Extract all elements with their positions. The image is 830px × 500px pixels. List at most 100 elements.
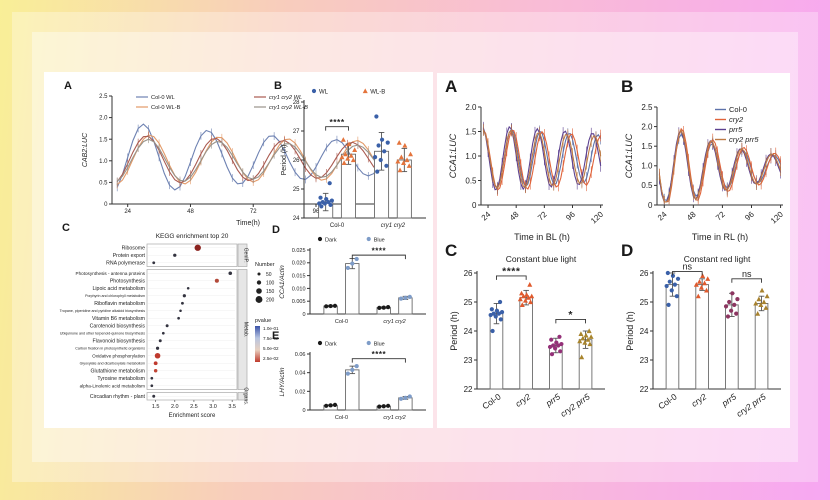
svg-text:0.06: 0.06 <box>295 352 306 358</box>
svg-text:CCA1:LUC: CCA1:LUC <box>448 133 458 178</box>
svg-text:25: 25 <box>293 187 300 193</box>
panel-label-c: C <box>62 222 70 234</box>
svg-text:Time in BL (h): Time in BL (h) <box>514 232 570 242</box>
lhy-expression-bar-chart-svg: 0 0.02 0.04 0.06 LHY/Actin Col-0 cry1 cry2 Dark… <box>279 340 426 421</box>
svg-text:cry2: cry2 <box>729 115 744 124</box>
panel-label-a: A <box>445 77 458 96</box>
panel-label-e: E <box>272 330 280 342</box>
svg-text:0.015: 0.015 <box>292 274 306 280</box>
panel-label-a: A <box>64 80 72 92</box>
panel-label-c: C <box>445 241 458 260</box>
svg-text:96: 96 <box>564 209 577 222</box>
svg-text:cry1 cry2: cry1 cry2 <box>381 223 406 229</box>
svg-text:ns: ns <box>683 262 693 272</box>
svg-text:Col-0 WL-B: Col-0 WL-B <box>151 105 181 111</box>
svg-text:Dark: Dark <box>325 237 337 243</box>
svg-text:0: 0 <box>302 408 305 414</box>
svg-text:Tyrosine metabolism: Tyrosine metabolism <box>97 376 145 382</box>
svg-text:25: 25 <box>640 298 649 307</box>
right-figure-panel: A B C D 0 0.5 1.0 1.5 2.0 24 48 72 96 120 Time in … <box>437 73 790 428</box>
svg-text:2.0: 2.0 <box>171 404 179 410</box>
svg-text:72: 72 <box>714 209 727 222</box>
svg-text:Dark: Dark <box>325 341 337 347</box>
svg-text:Period (h): Period (h) <box>625 311 635 351</box>
svg-text:0.010: 0.010 <box>292 286 306 292</box>
svg-text:0.020: 0.020 <box>292 261 306 267</box>
svg-text:Photosynthesis: Photosynthesis <box>110 279 146 285</box>
svg-text:0: 0 <box>104 202 108 208</box>
svg-text:22: 22 <box>640 385 649 394</box>
svg-text:Blue: Blue <box>374 341 385 347</box>
svg-text:****: **** <box>372 247 387 256</box>
svg-text:cry2 prr5: cry2 prr5 <box>729 135 759 144</box>
kegg-enrichment-dot-plot: KEGG enrichment top 20 GenIP. Ribosome Prot… <box>50 230 294 422</box>
svg-text:Metab.: Metab. <box>242 322 248 337</box>
svg-text:96: 96 <box>313 209 320 215</box>
svg-text:50: 50 <box>266 272 272 278</box>
svg-text:Col-0: Col-0 <box>480 391 503 411</box>
svg-text:Glutathione metabolism: Glutathione metabolism <box>91 369 146 375</box>
svg-text:Blue: Blue <box>374 237 385 243</box>
svg-text:Lipoic acid metabolism: Lipoic acid metabolism <box>93 286 145 292</box>
period-red-light-bar-chart: 22 23 24 25 26 Period (h) Constant red light Co… <box>625 251 785 423</box>
svg-text:Col-0: Col-0 <box>729 105 747 114</box>
svg-text:pvalue: pvalue <box>255 318 271 324</box>
svg-text:26: 26 <box>293 158 300 164</box>
svg-text:1.5: 1.5 <box>152 404 160 410</box>
svg-text:22: 22 <box>464 385 473 394</box>
svg-text:Carotenoid biosynthesis: Carotenoid biosynthesis <box>90 324 146 330</box>
cca1-expression-bar-chart: 0 0.005 0.010 0.015 0.020 0.025 CCA1/Actin Col-… <box>276 232 430 330</box>
svg-text:5.0e-02: 5.0e-02 <box>263 346 279 351</box>
period-white-light-bar-chart-svg: 24 25 26 27 28 Period (h) Col-0 cry1 cry2 WL WL-B… <box>281 88 426 229</box>
svg-text:1.0: 1.0 <box>465 152 477 161</box>
period-blue-light-bar-chart: 22 23 24 25 26 Period (h) Constant blue light C… <box>449 251 609 423</box>
svg-text:Col-0: Col-0 <box>335 415 348 421</box>
svg-text:alpha-Linolenic acid metabolis: alpha-Linolenic acid metabolism <box>80 383 146 388</box>
svg-text:CCA1/Actin: CCA1/Actin <box>279 265 286 299</box>
svg-text:150: 150 <box>266 289 275 295</box>
cca1-luc-red-light-line-chart-svg: 0 0.5 1.0 1.5 2.0 2.5 24 48 72 96 120 Time in RL (h… <box>624 103 785 242</box>
svg-text:Ubiquinone and other terpenoid: Ubiquinone and other terpenoid-quinone b… <box>60 332 145 336</box>
kegg-enrichment-dot-plot-svg: KEGG enrichment top 20 GenIP. RibosomeProt… <box>60 233 279 419</box>
svg-text:0: 0 <box>472 201 477 210</box>
svg-text:Period (h): Period (h) <box>449 311 459 351</box>
svg-text:72: 72 <box>536 209 549 222</box>
svg-text:27: 27 <box>293 129 300 135</box>
svg-text:23: 23 <box>640 356 649 365</box>
svg-text:2.0: 2.0 <box>465 103 477 112</box>
period-white-light-bar-chart: 24 25 26 27 28 Period (h) Col-0 cry1 cry2 WL WL-B… <box>278 84 430 234</box>
svg-text:prr5: prr5 <box>728 125 743 134</box>
svg-text:24: 24 <box>640 327 649 336</box>
svg-text:Glyoxylate and dicarboxylate m: Glyoxylate and dicarboxylate metabolism <box>80 362 145 366</box>
svg-text:Time in RL (h): Time in RL (h) <box>692 232 748 242</box>
svg-text:cry2 prr5: cry2 prr5 <box>734 391 767 419</box>
svg-text:24: 24 <box>480 209 493 222</box>
svg-text:cry2: cry2 <box>513 391 532 409</box>
svg-text:0: 0 <box>302 312 305 318</box>
svg-text:1.0e-01: 1.0e-01 <box>263 326 279 331</box>
svg-text:2.0: 2.0 <box>641 122 653 131</box>
svg-text:1.5: 1.5 <box>641 142 653 151</box>
svg-text:cry1 cry2: cry1 cry2 <box>383 319 405 325</box>
svg-text:24: 24 <box>124 209 131 215</box>
svg-text:0.5: 0.5 <box>641 181 653 190</box>
svg-text:0: 0 <box>648 201 653 210</box>
svg-text:72: 72 <box>250 209 257 215</box>
period-blue-light-bar-chart-svg: 22 23 24 25 26 Period (h) Constant blue light C… <box>449 254 605 419</box>
svg-text:24: 24 <box>656 209 669 222</box>
svg-text:1.5: 1.5 <box>99 137 108 143</box>
svg-text:2.0: 2.0 <box>99 116 108 122</box>
svg-text:WL-B: WL-B <box>370 89 385 95</box>
left-figure-panel: A B C D E 00.51.01.52.02.524487296120Tim… <box>44 72 433 428</box>
svg-text:24: 24 <box>293 216 300 222</box>
svg-text:3.5: 3.5 <box>228 404 236 410</box>
svg-text:****: **** <box>372 350 387 359</box>
svg-text:0.04: 0.04 <box>295 371 306 377</box>
svg-text:Col-0 WL: Col-0 WL <box>151 95 175 101</box>
svg-text:cry1 cry2 WL: cry1 cry2 WL <box>269 95 302 101</box>
svg-text:Flavonoid biosynthesis: Flavonoid biosynthesis <box>93 339 146 345</box>
svg-text:0.02: 0.02 <box>295 389 306 395</box>
svg-text:KEGG enrichment top 20: KEGG enrichment top 20 <box>156 233 229 240</box>
svg-text:1.5: 1.5 <box>465 127 477 136</box>
svg-text:cry1 cry2 WL-B: cry1 cry2 WL-B <box>269 105 308 111</box>
